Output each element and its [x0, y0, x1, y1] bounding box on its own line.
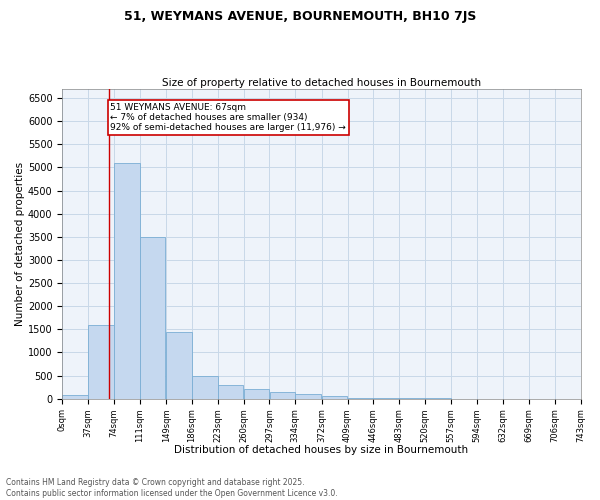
- Y-axis label: Number of detached properties: Number of detached properties: [15, 162, 25, 326]
- Title: Size of property relative to detached houses in Bournemouth: Size of property relative to detached ho…: [162, 78, 481, 88]
- Bar: [269, 392, 295, 398]
- X-axis label: Distribution of detached houses by size in Bournemouth: Distribution of detached houses by size …: [175, 445, 469, 455]
- Text: Contains HM Land Registry data © Crown copyright and database right 2025.
Contai: Contains HM Land Registry data © Crown c…: [6, 478, 338, 498]
- Bar: [114, 163, 140, 398]
- Bar: [140, 237, 166, 398]
- Bar: [62, 395, 88, 398]
- Bar: [166, 332, 192, 398]
- Text: 51 WEYMANS AVENUE: 67sqm
← 7% of detached houses are smaller (934)
92% of semi-d: 51 WEYMANS AVENUE: 67sqm ← 7% of detache…: [110, 102, 346, 132]
- Bar: [244, 390, 269, 398]
- Bar: [218, 385, 244, 398]
- Text: 51, WEYMANS AVENUE, BOURNEMOUTH, BH10 7JS: 51, WEYMANS AVENUE, BOURNEMOUTH, BH10 7J…: [124, 10, 476, 23]
- Bar: [322, 396, 347, 398]
- Bar: [295, 394, 321, 398]
- Bar: [88, 324, 114, 398]
- Bar: [192, 376, 218, 398]
